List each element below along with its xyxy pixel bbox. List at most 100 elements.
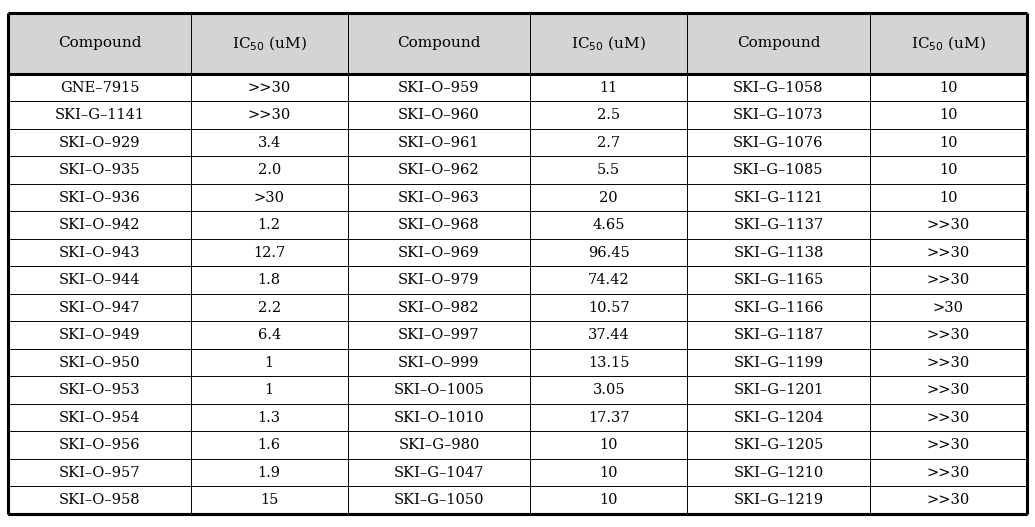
Text: Compound: Compound: [58, 36, 141, 51]
Text: >30: >30: [254, 191, 285, 204]
Text: GNE–7915: GNE–7915: [60, 81, 140, 94]
Text: IC$_{50}$ (uM): IC$_{50}$ (uM): [911, 34, 985, 53]
Text: 2.5: 2.5: [597, 108, 620, 122]
Text: SKI–O–942: SKI–O–942: [59, 218, 140, 232]
Text: SKI–G–1199: SKI–G–1199: [734, 356, 824, 369]
Text: SKI–O–949: SKI–O–949: [59, 328, 140, 342]
Text: SKI–G–1201: SKI–G–1201: [734, 383, 824, 397]
Text: SKI–G–1138: SKI–G–1138: [733, 246, 824, 260]
Text: 6.4: 6.4: [258, 328, 280, 342]
Text: SKI–G–1187: SKI–G–1187: [734, 328, 824, 342]
Text: 1: 1: [265, 383, 274, 397]
Text: SKI–O–954: SKI–O–954: [59, 411, 140, 425]
Text: SKI–G–1219: SKI–G–1219: [734, 493, 824, 507]
Text: SKI–O–960: SKI–O–960: [398, 108, 480, 122]
Text: SKI–G–1076: SKI–G–1076: [733, 135, 824, 150]
Text: >>30: >>30: [926, 356, 970, 369]
Text: 4.65: 4.65: [592, 218, 625, 232]
Text: 1.9: 1.9: [258, 465, 280, 480]
Text: IC$_{50}$ (uM): IC$_{50}$ (uM): [232, 34, 306, 53]
Text: SKI–G–1204: SKI–G–1204: [733, 411, 824, 425]
Text: 10: 10: [939, 81, 957, 94]
Text: SKI–O–997: SKI–O–997: [398, 328, 479, 342]
Text: >>30: >>30: [926, 438, 970, 452]
Text: >>30: >>30: [926, 273, 970, 287]
Text: 20: 20: [599, 191, 618, 204]
Text: SKI–O–961: SKI–O–961: [398, 135, 479, 150]
Text: >30: >30: [933, 300, 964, 315]
Text: >>30: >>30: [926, 246, 970, 260]
Text: 17.37: 17.37: [588, 411, 629, 425]
Text: >>30: >>30: [926, 218, 970, 232]
Text: 10: 10: [599, 465, 618, 480]
Text: 10: 10: [939, 108, 957, 122]
Text: SKI–O–962: SKI–O–962: [398, 163, 480, 177]
Text: SKI–O–935: SKI–O–935: [59, 163, 141, 177]
Text: SKI–G–1141: SKI–G–1141: [55, 108, 145, 122]
Text: SKI–O–1010: SKI–O–1010: [393, 411, 484, 425]
Text: 10.57: 10.57: [588, 300, 629, 315]
Text: SKI–G–1205: SKI–G–1205: [733, 438, 824, 452]
Text: SKI–O–944: SKI–O–944: [59, 273, 140, 287]
Text: SKI–O–950: SKI–O–950: [59, 356, 141, 369]
Text: SKI–G–1050: SKI–G–1050: [393, 493, 484, 507]
Text: SKI–O–947: SKI–O–947: [59, 300, 140, 315]
Text: 1: 1: [265, 356, 274, 369]
Text: 3.4: 3.4: [258, 135, 280, 150]
Text: SKI–G–1047: SKI–G–1047: [393, 465, 484, 480]
Text: 2.2: 2.2: [258, 300, 280, 315]
Text: >>30: >>30: [247, 81, 291, 94]
Text: SKI–G–980: SKI–G–980: [398, 438, 479, 452]
Text: 13.15: 13.15: [588, 356, 629, 369]
Text: 1.8: 1.8: [258, 273, 280, 287]
Text: Compound: Compound: [737, 36, 820, 51]
Text: SKI–O–929: SKI–O–929: [59, 135, 140, 150]
Text: >>30: >>30: [926, 383, 970, 397]
Text: >>30: >>30: [926, 465, 970, 480]
Text: >>30: >>30: [926, 411, 970, 425]
Text: Compound: Compound: [397, 36, 480, 51]
Text: IC$_{50}$ (uM): IC$_{50}$ (uM): [571, 34, 646, 53]
Text: 96.45: 96.45: [588, 246, 629, 260]
Text: 10: 10: [599, 438, 618, 452]
Text: SKI–G–1073: SKI–G–1073: [733, 108, 824, 122]
Text: 10: 10: [939, 135, 957, 150]
Text: 3.05: 3.05: [592, 383, 625, 397]
Text: SKI–O–936: SKI–O–936: [59, 191, 141, 204]
Text: 1.2: 1.2: [258, 218, 280, 232]
Text: SKI–O–982: SKI–O–982: [398, 300, 480, 315]
Text: SKI–G–1121: SKI–G–1121: [734, 191, 824, 204]
Text: SKI–O–1005: SKI–O–1005: [393, 383, 484, 397]
Text: SKI–G–1166: SKI–G–1166: [733, 300, 824, 315]
Text: SKI–G–1210: SKI–G–1210: [734, 465, 824, 480]
Text: SKI–G–1165: SKI–G–1165: [734, 273, 824, 287]
Text: SKI–O–999: SKI–O–999: [398, 356, 479, 369]
Text: 74.42: 74.42: [588, 273, 629, 287]
Text: SKI–O–943: SKI–O–943: [59, 246, 141, 260]
Text: SKI–G–1058: SKI–G–1058: [733, 81, 824, 94]
Text: 1.6: 1.6: [258, 438, 280, 452]
Text: SKI–O–979: SKI–O–979: [398, 273, 479, 287]
Text: 15: 15: [260, 493, 278, 507]
Text: SKI–G–1085: SKI–G–1085: [733, 163, 824, 177]
Text: 5.5: 5.5: [597, 163, 620, 177]
Text: SKI–O–956: SKI–O–956: [59, 438, 141, 452]
Bar: [8, 13, 1027, 74]
Text: 1.3: 1.3: [258, 411, 280, 425]
Text: 10: 10: [939, 191, 957, 204]
Text: 10: 10: [939, 163, 957, 177]
Text: SKI–O–969: SKI–O–969: [398, 246, 480, 260]
Text: 11: 11: [599, 81, 618, 94]
Text: >>30: >>30: [926, 328, 970, 342]
Text: SKI–O–958: SKI–O–958: [59, 493, 141, 507]
Text: SKI–O–963: SKI–O–963: [398, 191, 480, 204]
Text: SKI–O–968: SKI–O–968: [398, 218, 480, 232]
Text: SKI–O–953: SKI–O–953: [59, 383, 141, 397]
Text: 2.0: 2.0: [258, 163, 280, 177]
Text: 10: 10: [599, 493, 618, 507]
Text: SKI–G–1137: SKI–G–1137: [734, 218, 824, 232]
Text: 2.7: 2.7: [597, 135, 620, 150]
Text: SKI–O–957: SKI–O–957: [59, 465, 140, 480]
Text: >>30: >>30: [926, 493, 970, 507]
Text: 12.7: 12.7: [254, 246, 286, 260]
